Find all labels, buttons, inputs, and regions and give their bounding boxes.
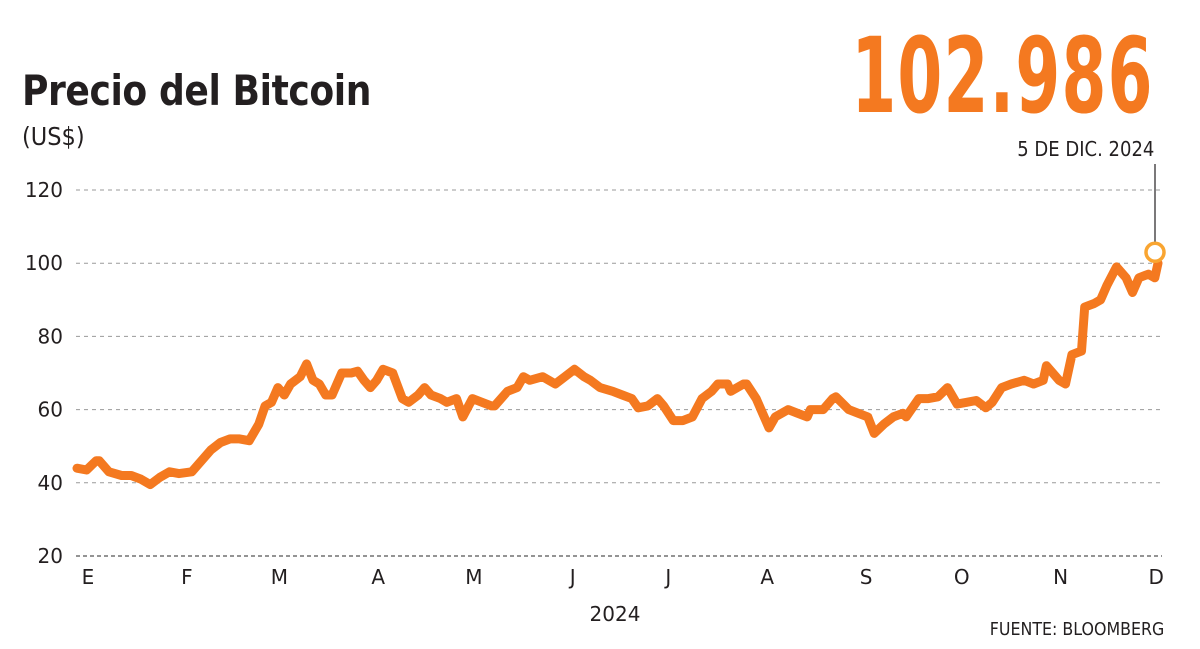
x-tick-label: E xyxy=(82,565,95,589)
x-tick-label: S xyxy=(860,565,873,589)
y-tick-label: 60 xyxy=(38,398,63,422)
y-tick-label: 100 xyxy=(25,251,63,275)
x-tick-label: F xyxy=(181,565,193,589)
x-tick-label: N xyxy=(1053,565,1068,589)
x-axis-title: 2024 xyxy=(590,602,641,626)
x-tick-label: M xyxy=(271,565,288,589)
x-tick-label: D xyxy=(1149,565,1164,589)
y-tick-label: 40 xyxy=(38,471,63,495)
x-tick-label: A xyxy=(760,565,774,589)
highlight-date: 5 DE DIC. 2024 xyxy=(1016,137,1154,161)
x-tick-label: J xyxy=(568,565,576,589)
y-tick-label: 80 xyxy=(38,324,63,348)
price-line xyxy=(72,258,1163,490)
x-tick-label: O xyxy=(954,565,970,589)
y-axis-unit: (US$) xyxy=(22,122,85,151)
x-tick-label: M xyxy=(465,565,482,589)
x-tick-label: A xyxy=(371,565,385,589)
chart-title: Precio del Bitcoin xyxy=(22,66,372,115)
source-note: FUENTE: BLOOMBERG xyxy=(989,619,1164,640)
x-tick-label: J xyxy=(663,565,671,589)
highlight-value: 102.986 xyxy=(851,15,1154,137)
y-tick-label: 120 xyxy=(25,178,63,202)
y-tick-label: 20 xyxy=(38,544,63,568)
highlight-point xyxy=(1144,241,1166,264)
